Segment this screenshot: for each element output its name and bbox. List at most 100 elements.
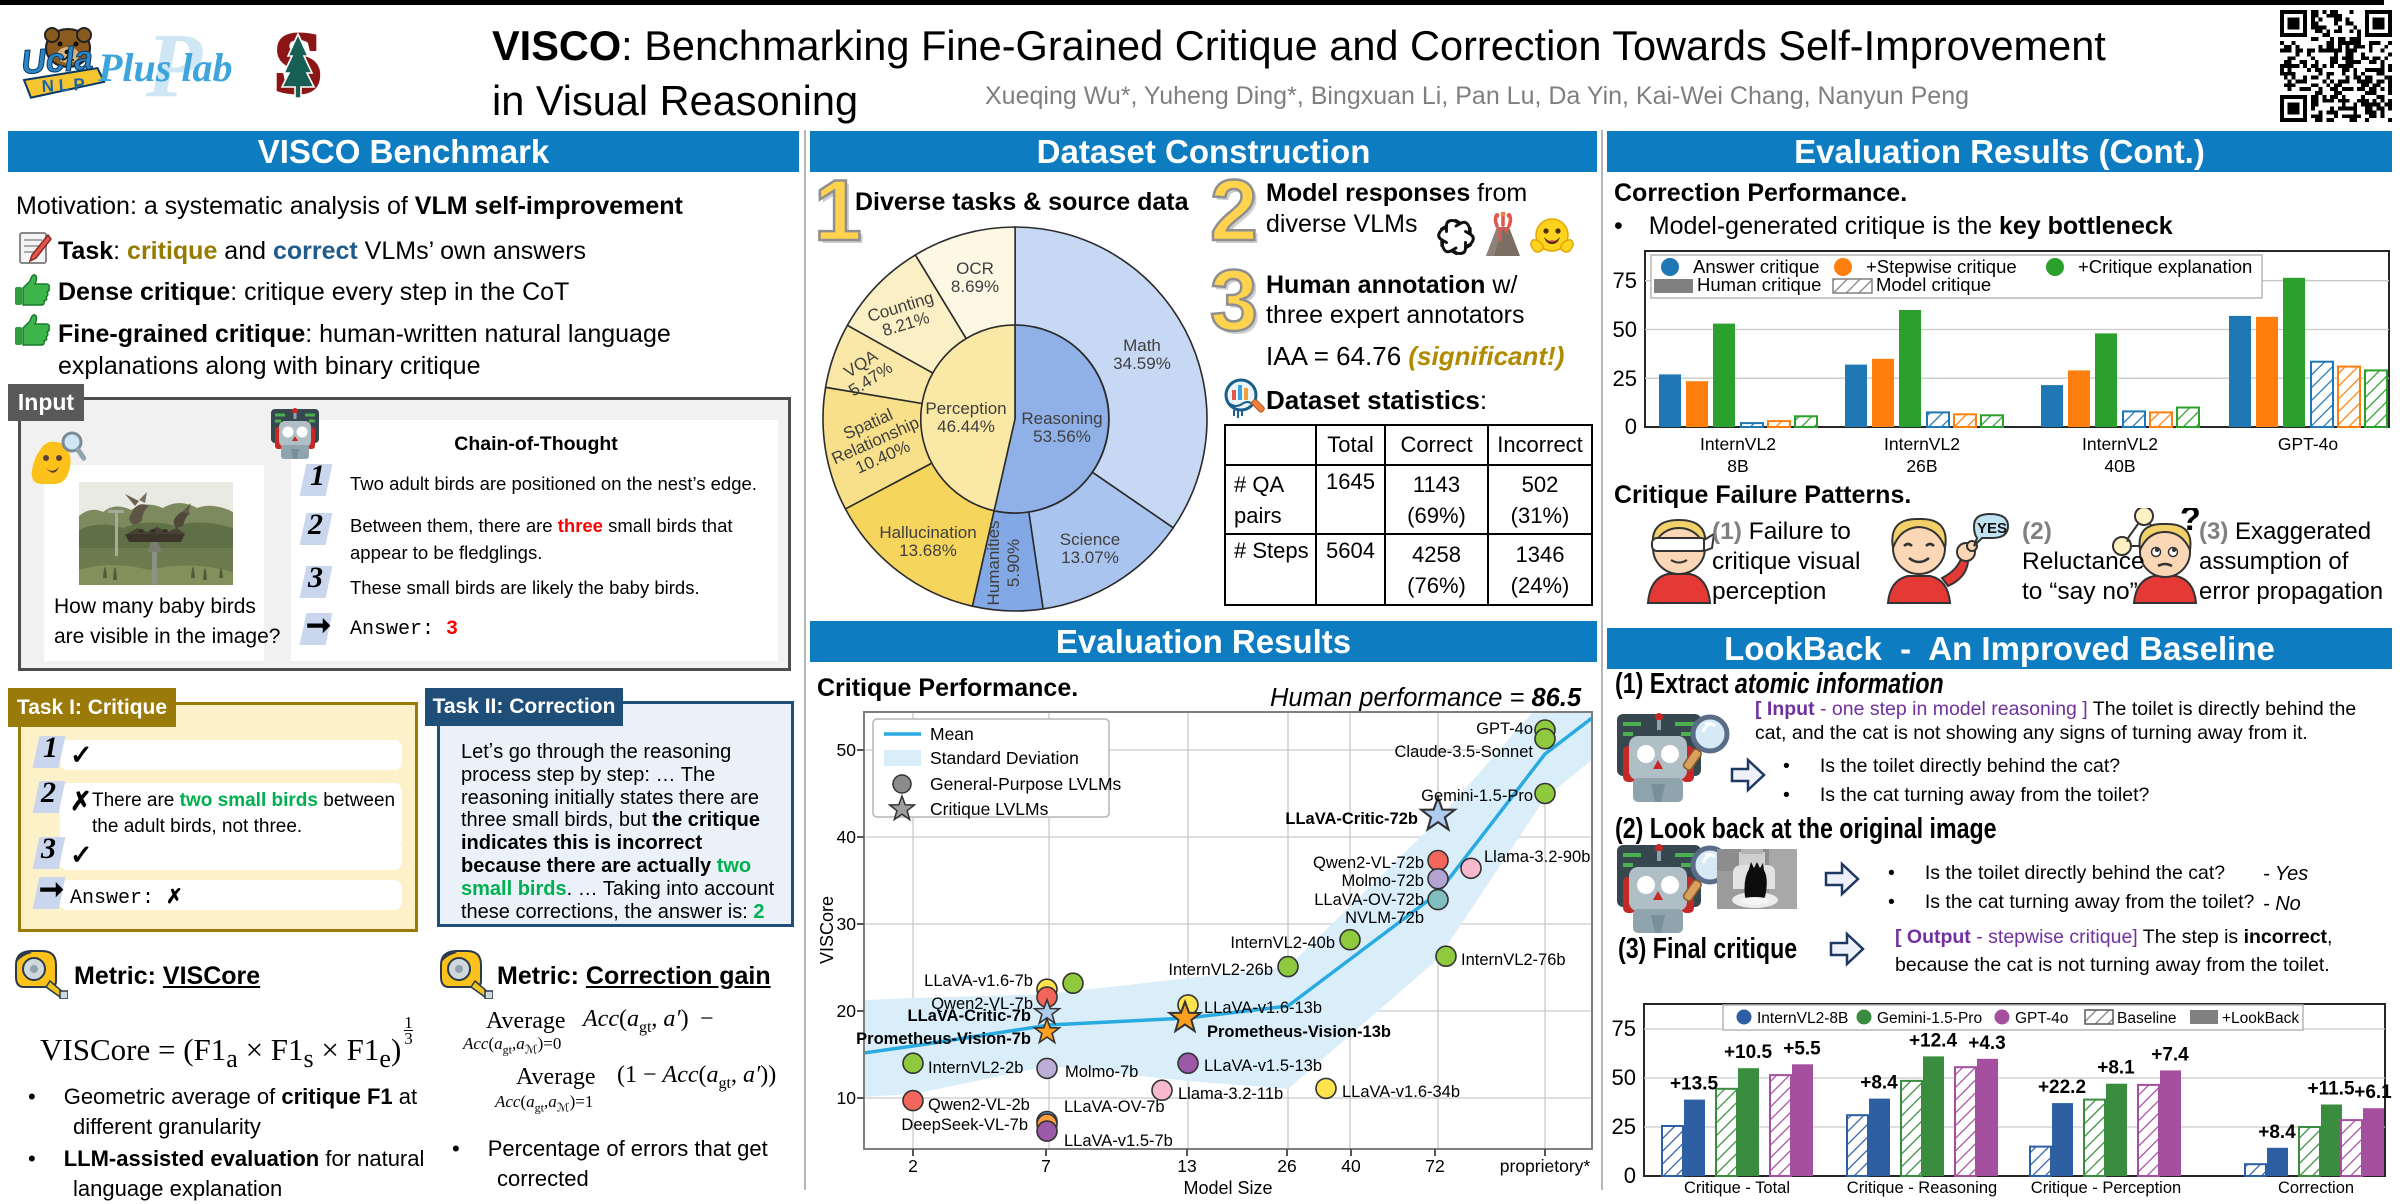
svg-text:20: 20 xyxy=(837,1001,857,1021)
svg-text:53.56%: 53.56% xyxy=(1033,427,1091,446)
svg-text:+12.4: +12.4 xyxy=(1909,1030,1958,1051)
svg-text:Molmo-7b: Molmo-7b xyxy=(1065,1063,1138,1081)
svg-text:NVLM-72b: NVLM-72b xyxy=(1345,909,1424,927)
svg-text:+7.4: +7.4 xyxy=(2151,1044,2189,1065)
svg-text:Critique - Total: Critique - Total xyxy=(1684,1179,1790,1197)
svg-text:26: 26 xyxy=(1277,1156,1296,1176)
svg-text:+22.2: +22.2 xyxy=(2038,1077,2086,1098)
svg-text:46.44%: 46.44% xyxy=(937,417,995,436)
svg-text:Baseline: Baseline xyxy=(2117,1010,2176,1027)
svg-text:InternVL2: InternVL2 xyxy=(1884,434,1960,454)
svg-text:InternVL2: InternVL2 xyxy=(1700,434,1776,454)
svg-text:Critique - Perception: Critique - Perception xyxy=(2031,1179,2181,1197)
svg-text:Qwen2-VL-72b: Qwen2-VL-72b xyxy=(1313,854,1424,872)
svg-text:LLaVA-v1.5-13b: LLaVA-v1.5-13b xyxy=(1204,1057,1322,1075)
svg-text:Critique LVLMs: Critique LVLMs xyxy=(930,799,1049,819)
svg-text:Correction: Correction xyxy=(2278,1179,2354,1197)
svg-text:+4.3: +4.3 xyxy=(1968,1033,2006,1054)
svg-text:GPT-4o: GPT-4o xyxy=(2015,1010,2068,1027)
svg-text:5.90%: 5.90% xyxy=(1004,539,1023,587)
svg-text:Prometheus-Vision-7b: Prometheus-Vision-7b xyxy=(856,1030,1031,1048)
svg-text:+Stepwise critique: +Stepwise critique xyxy=(1866,256,2017,277)
svg-text:26B: 26B xyxy=(1906,456,1937,476)
svg-text:LLaVA-Critic-7b: LLaVA-Critic-7b xyxy=(908,1007,1031,1025)
svg-text:Model Size: Model Size xyxy=(1183,1178,1272,1198)
svg-text:InternVL2-40b: InternVL2-40b xyxy=(1230,934,1335,952)
svg-text:proprietory*: proprietory* xyxy=(1500,1156,1591,1176)
svg-text:Mean: Mean xyxy=(930,724,974,744)
svg-text:InternVL2-26b: InternVL2-26b xyxy=(1168,961,1273,979)
svg-text:7: 7 xyxy=(1041,1156,1051,1176)
svg-text:+13.5: +13.5 xyxy=(1670,1074,1719,1095)
svg-text:Answer critique: Answer critique xyxy=(1693,256,1819,277)
svg-text:DeepSeek-VL-7b: DeepSeek-VL-7b xyxy=(901,1116,1028,1134)
svg-text:40B: 40B xyxy=(2104,456,2135,476)
svg-text:LLaVA-v1.6-34b: LLaVA-v1.6-34b xyxy=(1342,1083,1460,1101)
svg-text:40: 40 xyxy=(1341,1156,1361,1176)
svg-text:50: 50 xyxy=(1613,317,1637,342)
svg-text:Reasoning: Reasoning xyxy=(1021,409,1102,428)
svg-text:LLaVA-v1.6-13b: LLaVA-v1.6-13b xyxy=(1204,999,1322,1017)
svg-text:+6.1: +6.1 xyxy=(2354,1082,2392,1103)
svg-text:34.59%: 34.59% xyxy=(1113,354,1171,373)
svg-text:Prometheus-Vision-13b: Prometheus-Vision-13b xyxy=(1207,1023,1391,1041)
svg-text:Standard Deviation: Standard Deviation xyxy=(930,748,1079,768)
svg-text:General-Purpose LVLMs: General-Purpose LVLMs xyxy=(930,774,1122,794)
svg-text:+8.1: +8.1 xyxy=(2097,1058,2135,1079)
svg-text:YES: YES xyxy=(1977,520,2007,537)
svg-text:LLaVA-OV-72b: LLaVA-OV-72b xyxy=(1314,891,1424,909)
svg-text:+8.4: +8.4 xyxy=(2258,1122,2296,1143)
svg-text:8.69%: 8.69% xyxy=(951,277,999,296)
svg-text:Gemini-1.5-Pro: Gemini-1.5-Pro xyxy=(1421,787,1533,805)
svg-text:VISCore: VISCore xyxy=(817,896,837,964)
svg-text:8B: 8B xyxy=(1727,456,1748,476)
svg-text:40: 40 xyxy=(837,827,857,847)
svg-text:+Critique explanation: +Critique explanation xyxy=(2078,256,2252,277)
svg-text:+5.5: +5.5 xyxy=(1783,1038,1821,1059)
svg-text:InternVL2-2b: InternVL2-2b xyxy=(928,1059,1023,1077)
svg-text:LLaVA-v1.6-7b: LLaVA-v1.6-7b xyxy=(924,972,1033,990)
svg-text:30: 30 xyxy=(837,914,857,934)
svg-text:10: 10 xyxy=(837,1088,857,1108)
svg-text:Llama-3.2-90b: Llama-3.2-90b xyxy=(1484,848,1590,866)
svg-text:0: 0 xyxy=(1624,1163,1636,1188)
svg-text:75: 75 xyxy=(1613,268,1637,293)
svg-text:2: 2 xyxy=(908,1156,918,1176)
svg-text:Molmo-72b: Molmo-72b xyxy=(1341,872,1424,890)
svg-text:Critique - Reasoning: Critique - Reasoning xyxy=(1847,1179,1997,1197)
svg-text:LLaVA-OV-7b: LLaVA-OV-7b xyxy=(1064,1098,1165,1116)
svg-text:50: 50 xyxy=(837,740,857,760)
svg-text:+10.5: +10.5 xyxy=(1724,1042,1773,1063)
svg-text:72: 72 xyxy=(1425,1156,1444,1176)
svg-text:Humanities: Humanities xyxy=(984,520,1003,605)
svg-text:+LookBack: +LookBack xyxy=(2222,1010,2299,1027)
svg-text:+8.4: +8.4 xyxy=(1860,1073,1898,1094)
svg-text:Llama-3.2-11b: Llama-3.2-11b xyxy=(1178,1085,1283,1103)
svg-text:Gemini-1.5-Pro: Gemini-1.5-Pro xyxy=(1877,1010,1982,1027)
svg-text:Science: Science xyxy=(1060,530,1120,549)
svg-text:InternVL2-76b: InternVL2-76b xyxy=(1461,951,1566,969)
svg-text:75: 75 xyxy=(1612,1016,1636,1041)
svg-text:LLaVA-Critic-72b: LLaVA-Critic-72b xyxy=(1285,810,1418,828)
svg-text:Human critique: Human critique xyxy=(1697,274,1821,295)
svg-text:OCR: OCR xyxy=(956,259,994,278)
svg-text:13.68%: 13.68% xyxy=(899,541,957,560)
svg-text:50: 50 xyxy=(1612,1065,1636,1090)
svg-text:0: 0 xyxy=(1625,414,1637,439)
svg-text:Math: Math xyxy=(1123,336,1161,355)
svg-text:13.07%: 13.07% xyxy=(1061,548,1119,567)
svg-text:LLaVA-v1.5-7b: LLaVA-v1.5-7b xyxy=(1064,1132,1173,1150)
svg-text:25: 25 xyxy=(1612,1114,1636,1139)
svg-text:Qwen2-VL-2b: Qwen2-VL-2b xyxy=(928,1096,1030,1114)
svg-text:Claude-3.5-Sonnet: Claude-3.5-Sonnet xyxy=(1394,743,1533,761)
svg-text:InternVL2: InternVL2 xyxy=(2082,434,2158,454)
svg-text:GPT-4o: GPT-4o xyxy=(2278,434,2338,454)
svg-text:GPT-4o: GPT-4o xyxy=(1476,720,1533,738)
svg-text:Hallucination: Hallucination xyxy=(879,523,976,542)
svg-text:InternVL2-8B: InternVL2-8B xyxy=(1757,1010,1848,1027)
svg-text:Perception: Perception xyxy=(925,399,1006,418)
svg-text:25: 25 xyxy=(1613,366,1637,391)
svg-text:+11.5: +11.5 xyxy=(2307,1079,2354,1100)
svg-text:13: 13 xyxy=(1177,1156,1196,1176)
svg-text:Qwen2-VL-7b: Qwen2-VL-7b xyxy=(931,995,1033,1013)
